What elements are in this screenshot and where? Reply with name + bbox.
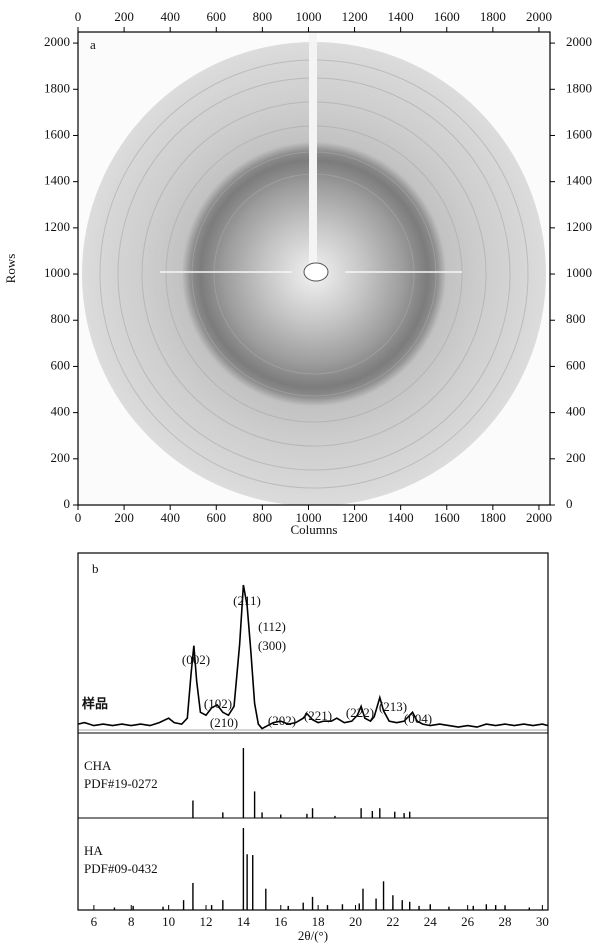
x-tick-label: 16 (274, 914, 288, 929)
peak-annotation: (213) (379, 699, 407, 714)
peak-annotation: (004) (404, 711, 432, 726)
peak-annotation: (202) (268, 713, 296, 728)
x-tick-label: 14 (237, 914, 251, 929)
y-tick-label: 400 (51, 404, 71, 419)
x-top-tick-label: 1200 (342, 9, 368, 24)
peak-annotation: (211) (233, 593, 261, 608)
peak-annotation: (102) (204, 696, 232, 711)
peak-annotation: (210) (210, 715, 238, 730)
x-top-tick-label: 1000 (295, 9, 321, 24)
peak-annotation: (300) (258, 638, 286, 653)
x-tick-label: 1000 (295, 510, 321, 525)
x-top-tick-label: 1800 (480, 9, 506, 24)
plot-frame (77, 31, 551, 506)
x-tick-label: 200 (114, 510, 134, 525)
x-tick-label: 10 (162, 914, 175, 929)
panel-label: b (92, 561, 99, 576)
x-axis-label: 2θ/(°) (298, 928, 328, 943)
y-right-tick-label: 1600 (566, 126, 592, 141)
x-tick-label: 800 (253, 510, 273, 525)
peak-annotation: (002) (182, 652, 210, 667)
y-right-tick-label: 200 (566, 450, 586, 465)
x-tick-label: 400 (160, 510, 180, 525)
y-right-tick-label: 1800 (566, 80, 592, 95)
y-right-tick-label: 2000 (566, 34, 592, 49)
xrd-curve (77, 584, 549, 730)
y-tick-label: 200 (51, 450, 71, 465)
x-tick-label: 24 (424, 914, 438, 929)
x-tick-label: 1400 (388, 510, 414, 525)
x-tick-label: 26 (461, 914, 475, 929)
y-right-tick-label: 1200 (566, 219, 592, 234)
peak-annotation: (112) (258, 619, 286, 634)
panel-label: a (90, 37, 96, 52)
x-top-tick-label: 1400 (388, 9, 414, 24)
x-tick-label: 8 (128, 914, 135, 929)
y-right-tick-label: 600 (566, 357, 586, 372)
x-tick-label: 30 (536, 914, 549, 929)
y-tick-label: 2000 (44, 34, 70, 49)
x-tick-label: 22 (386, 914, 399, 929)
y-tick-label: 1800 (44, 80, 70, 95)
y-right-tick-label: 800 (566, 311, 586, 326)
x-tick-label: 28 (499, 914, 512, 929)
beam-center (303, 262, 329, 282)
x-top-tick-label: 1600 (434, 9, 460, 24)
peak-annotation: (221) (304, 708, 332, 723)
y-right-tick-label: 400 (566, 404, 586, 419)
x-tick-label: 2000 (526, 510, 552, 525)
x-top-tick-label: 600 (207, 9, 227, 24)
series-card: PDF#19-0272 (84, 776, 158, 791)
x-axis-label: Columns (291, 522, 338, 537)
x-top-tick-label: 0 (75, 9, 82, 24)
series-card: PDF#09-0432 (84, 861, 158, 876)
beam-stop (309, 32, 317, 274)
x-top-tick-label: 200 (114, 9, 134, 24)
x-tick-label: 0 (75, 510, 82, 525)
x-tick-label: 1600 (434, 510, 460, 525)
series-label: HA (84, 843, 103, 858)
x-tick-label: 1200 (342, 510, 368, 525)
y-tick-label: 1400 (44, 173, 70, 188)
y-right-tick-label: 1400 (566, 173, 592, 188)
y-tick-label: 600 (51, 357, 71, 372)
y-tick-label: 1600 (44, 126, 70, 141)
y-axis-label: Rows (3, 254, 18, 284)
x-top-tick-label: 2000 (526, 9, 552, 24)
x-tick-label: 18 (312, 914, 325, 929)
x-tick-label: 1800 (480, 510, 506, 525)
y-right-tick-label: 0 (566, 496, 573, 511)
x-tick-label: 12 (200, 914, 213, 929)
y-tick-label: 1200 (44, 219, 70, 234)
x-top-tick-label: 400 (160, 9, 180, 24)
y-tick-label: 1000 (44, 265, 70, 280)
x-tick-label: 600 (207, 510, 227, 525)
series-label: CHA (84, 758, 112, 773)
x-tick-label: 20 (349, 914, 362, 929)
y-tick-label: 800 (51, 311, 71, 326)
y-tick-label: 0 (64, 496, 71, 511)
plot-frame (77, 552, 549, 911)
series-label: 样品 (82, 696, 108, 711)
peak-annotation: (222) (346, 705, 374, 720)
x-tick-label: 6 (91, 914, 98, 929)
x-top-tick-label: 800 (253, 9, 273, 24)
y-right-tick-label: 1000 (566, 265, 592, 280)
